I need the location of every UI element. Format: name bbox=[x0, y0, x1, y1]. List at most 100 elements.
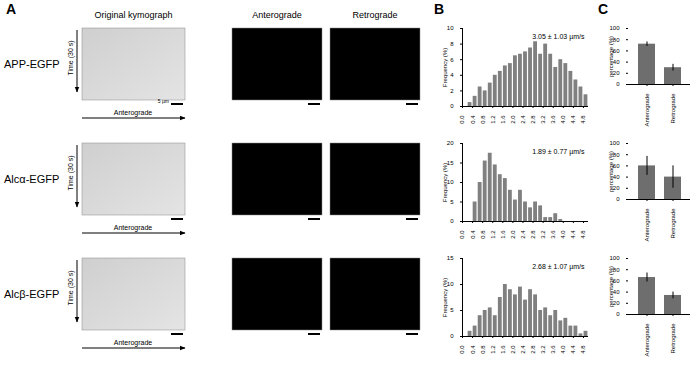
svg-text:4.8: 4.8 bbox=[580, 115, 586, 124]
svg-text:15: 15 bbox=[447, 160, 454, 166]
svg-text:B: B bbox=[434, 1, 444, 17]
svg-text:20: 20 bbox=[613, 185, 620, 191]
svg-text:40: 40 bbox=[613, 174, 620, 180]
svg-text:0.8: 0.8 bbox=[480, 230, 486, 239]
svg-text:3.2: 3.2 bbox=[540, 115, 546, 124]
svg-text:Time (30 s): Time (30 s) bbox=[67, 40, 75, 75]
svg-text:4.0: 4.0 bbox=[560, 345, 566, 354]
svg-text:Frequency (%): Frequency (%) bbox=[442, 163, 448, 202]
svg-text:1.89 ± 0.77 µm/s: 1.89 ± 0.77 µm/s bbox=[532, 148, 585, 156]
svg-text:Retrograde: Retrograde bbox=[670, 323, 676, 354]
svg-text:0.0: 0.0 bbox=[459, 230, 465, 239]
svg-text:20: 20 bbox=[613, 300, 620, 306]
svg-text:Alcβ-EGFP: Alcβ-EGFP bbox=[4, 288, 59, 300]
svg-text:Anterograde: Anterograde bbox=[644, 93, 650, 127]
svg-text:1.6: 1.6 bbox=[500, 230, 506, 239]
svg-text:C: C bbox=[598, 1, 608, 17]
svg-text:3.6: 3.6 bbox=[550, 115, 556, 124]
svg-text:100: 100 bbox=[609, 140, 620, 146]
svg-text:8: 8 bbox=[450, 41, 454, 47]
svg-text:0: 0 bbox=[616, 81, 620, 87]
svg-text:Anterograde: Anterograde bbox=[114, 109, 153, 117]
svg-text:Retrograde: Retrograde bbox=[670, 208, 676, 239]
svg-text:100: 100 bbox=[609, 25, 620, 31]
svg-text:1.6: 1.6 bbox=[500, 115, 506, 124]
svg-text:2.8: 2.8 bbox=[530, 230, 536, 239]
svg-text:4.4: 4.4 bbox=[570, 230, 576, 239]
svg-text:Retrograde: Retrograde bbox=[670, 93, 676, 124]
svg-text:Original kymograph: Original kymograph bbox=[94, 10, 172, 20]
svg-text:0.8: 0.8 bbox=[480, 115, 486, 124]
svg-text:5: 5 bbox=[450, 307, 454, 313]
svg-text:5 µm: 5 µm bbox=[158, 98, 169, 104]
svg-text:4.0: 4.0 bbox=[560, 230, 566, 239]
svg-text:2.4: 2.4 bbox=[520, 115, 526, 124]
svg-text:20: 20 bbox=[447, 140, 454, 146]
svg-text:percentage (%): percentage (%) bbox=[608, 266, 614, 307]
svg-text:10: 10 bbox=[447, 281, 454, 287]
svg-text:15: 15 bbox=[447, 255, 454, 261]
svg-text:Time (30 s): Time (30 s) bbox=[67, 270, 75, 305]
svg-text:0: 0 bbox=[616, 196, 620, 202]
svg-text:A: A bbox=[6, 1, 16, 17]
svg-text:Frequency (%): Frequency (%) bbox=[442, 278, 448, 317]
svg-text:60: 60 bbox=[613, 48, 620, 54]
svg-text:20: 20 bbox=[613, 70, 620, 76]
svg-text:Frequency (%): Frequency (%) bbox=[442, 48, 448, 87]
svg-text:10: 10 bbox=[447, 179, 454, 185]
svg-text:100: 100 bbox=[609, 255, 620, 261]
svg-text:2.0: 2.0 bbox=[510, 230, 516, 239]
svg-text:3.6: 3.6 bbox=[550, 230, 556, 239]
svg-text:1.2: 1.2 bbox=[490, 230, 496, 239]
svg-text:0.4: 0.4 bbox=[470, 115, 476, 124]
svg-text:6: 6 bbox=[450, 57, 454, 63]
svg-text:Anterograde: Anterograde bbox=[644, 323, 650, 357]
svg-text:2.68 ± 1.07 µm/s: 2.68 ± 1.07 µm/s bbox=[532, 263, 585, 271]
svg-text:percentage (%): percentage (%) bbox=[608, 151, 614, 192]
svg-text:3.6: 3.6 bbox=[550, 345, 556, 354]
svg-text:2.4: 2.4 bbox=[520, 230, 526, 239]
svg-text:Alcα-EGFP: Alcα-EGFP bbox=[4, 173, 59, 185]
svg-text:60: 60 bbox=[613, 163, 620, 169]
svg-text:0.0: 0.0 bbox=[459, 345, 465, 354]
svg-text:40: 40 bbox=[613, 59, 620, 65]
svg-text:APP-EGFP: APP-EGFP bbox=[4, 58, 60, 70]
svg-text:40: 40 bbox=[613, 289, 620, 295]
svg-text:5: 5 bbox=[450, 199, 454, 205]
svg-text:4.8: 4.8 bbox=[580, 230, 586, 239]
svg-text:4.4: 4.4 bbox=[570, 115, 576, 124]
svg-text:2: 2 bbox=[450, 88, 454, 94]
svg-text:2.8: 2.8 bbox=[530, 115, 536, 124]
svg-text:10: 10 bbox=[447, 25, 454, 31]
svg-text:0.4: 0.4 bbox=[470, 230, 476, 239]
svg-text:Retrograde: Retrograde bbox=[352, 10, 397, 20]
svg-text:percentage (%): percentage (%) bbox=[608, 36, 614, 77]
svg-text:Time (30 s): Time (30 s) bbox=[67, 155, 75, 190]
svg-text:4.0: 4.0 bbox=[560, 115, 566, 124]
svg-text:0.0: 0.0 bbox=[459, 115, 465, 124]
svg-text:80: 80 bbox=[613, 37, 620, 43]
svg-text:4: 4 bbox=[450, 72, 454, 78]
svg-text:4.8: 4.8 bbox=[580, 345, 586, 354]
svg-text:0: 0 bbox=[450, 333, 454, 339]
svg-text:Anterograde: Anterograde bbox=[644, 208, 650, 242]
svg-text:1.2: 1.2 bbox=[490, 115, 496, 124]
svg-text:2.4: 2.4 bbox=[520, 345, 526, 354]
svg-text:0.8: 0.8 bbox=[480, 345, 486, 354]
svg-text:Anterograde: Anterograde bbox=[114, 224, 153, 232]
svg-text:80: 80 bbox=[613, 152, 620, 158]
svg-text:0: 0 bbox=[616, 311, 620, 317]
svg-text:1.6: 1.6 bbox=[500, 345, 506, 354]
svg-text:3.2: 3.2 bbox=[540, 345, 546, 354]
svg-text:0: 0 bbox=[450, 218, 454, 224]
svg-text:3.05 ± 1.03 µm/s: 3.05 ± 1.03 µm/s bbox=[532, 33, 585, 41]
svg-text:2.0: 2.0 bbox=[510, 345, 516, 354]
svg-text:Anterograde: Anterograde bbox=[114, 339, 153, 347]
svg-text:0: 0 bbox=[450, 103, 454, 109]
svg-text:80: 80 bbox=[613, 267, 620, 273]
svg-text:60: 60 bbox=[613, 278, 620, 284]
svg-text:4.4: 4.4 bbox=[570, 345, 576, 354]
svg-text:2.8: 2.8 bbox=[530, 345, 536, 354]
svg-text:2.0: 2.0 bbox=[510, 115, 516, 124]
svg-text:Anterograde: Anterograde bbox=[252, 10, 302, 20]
